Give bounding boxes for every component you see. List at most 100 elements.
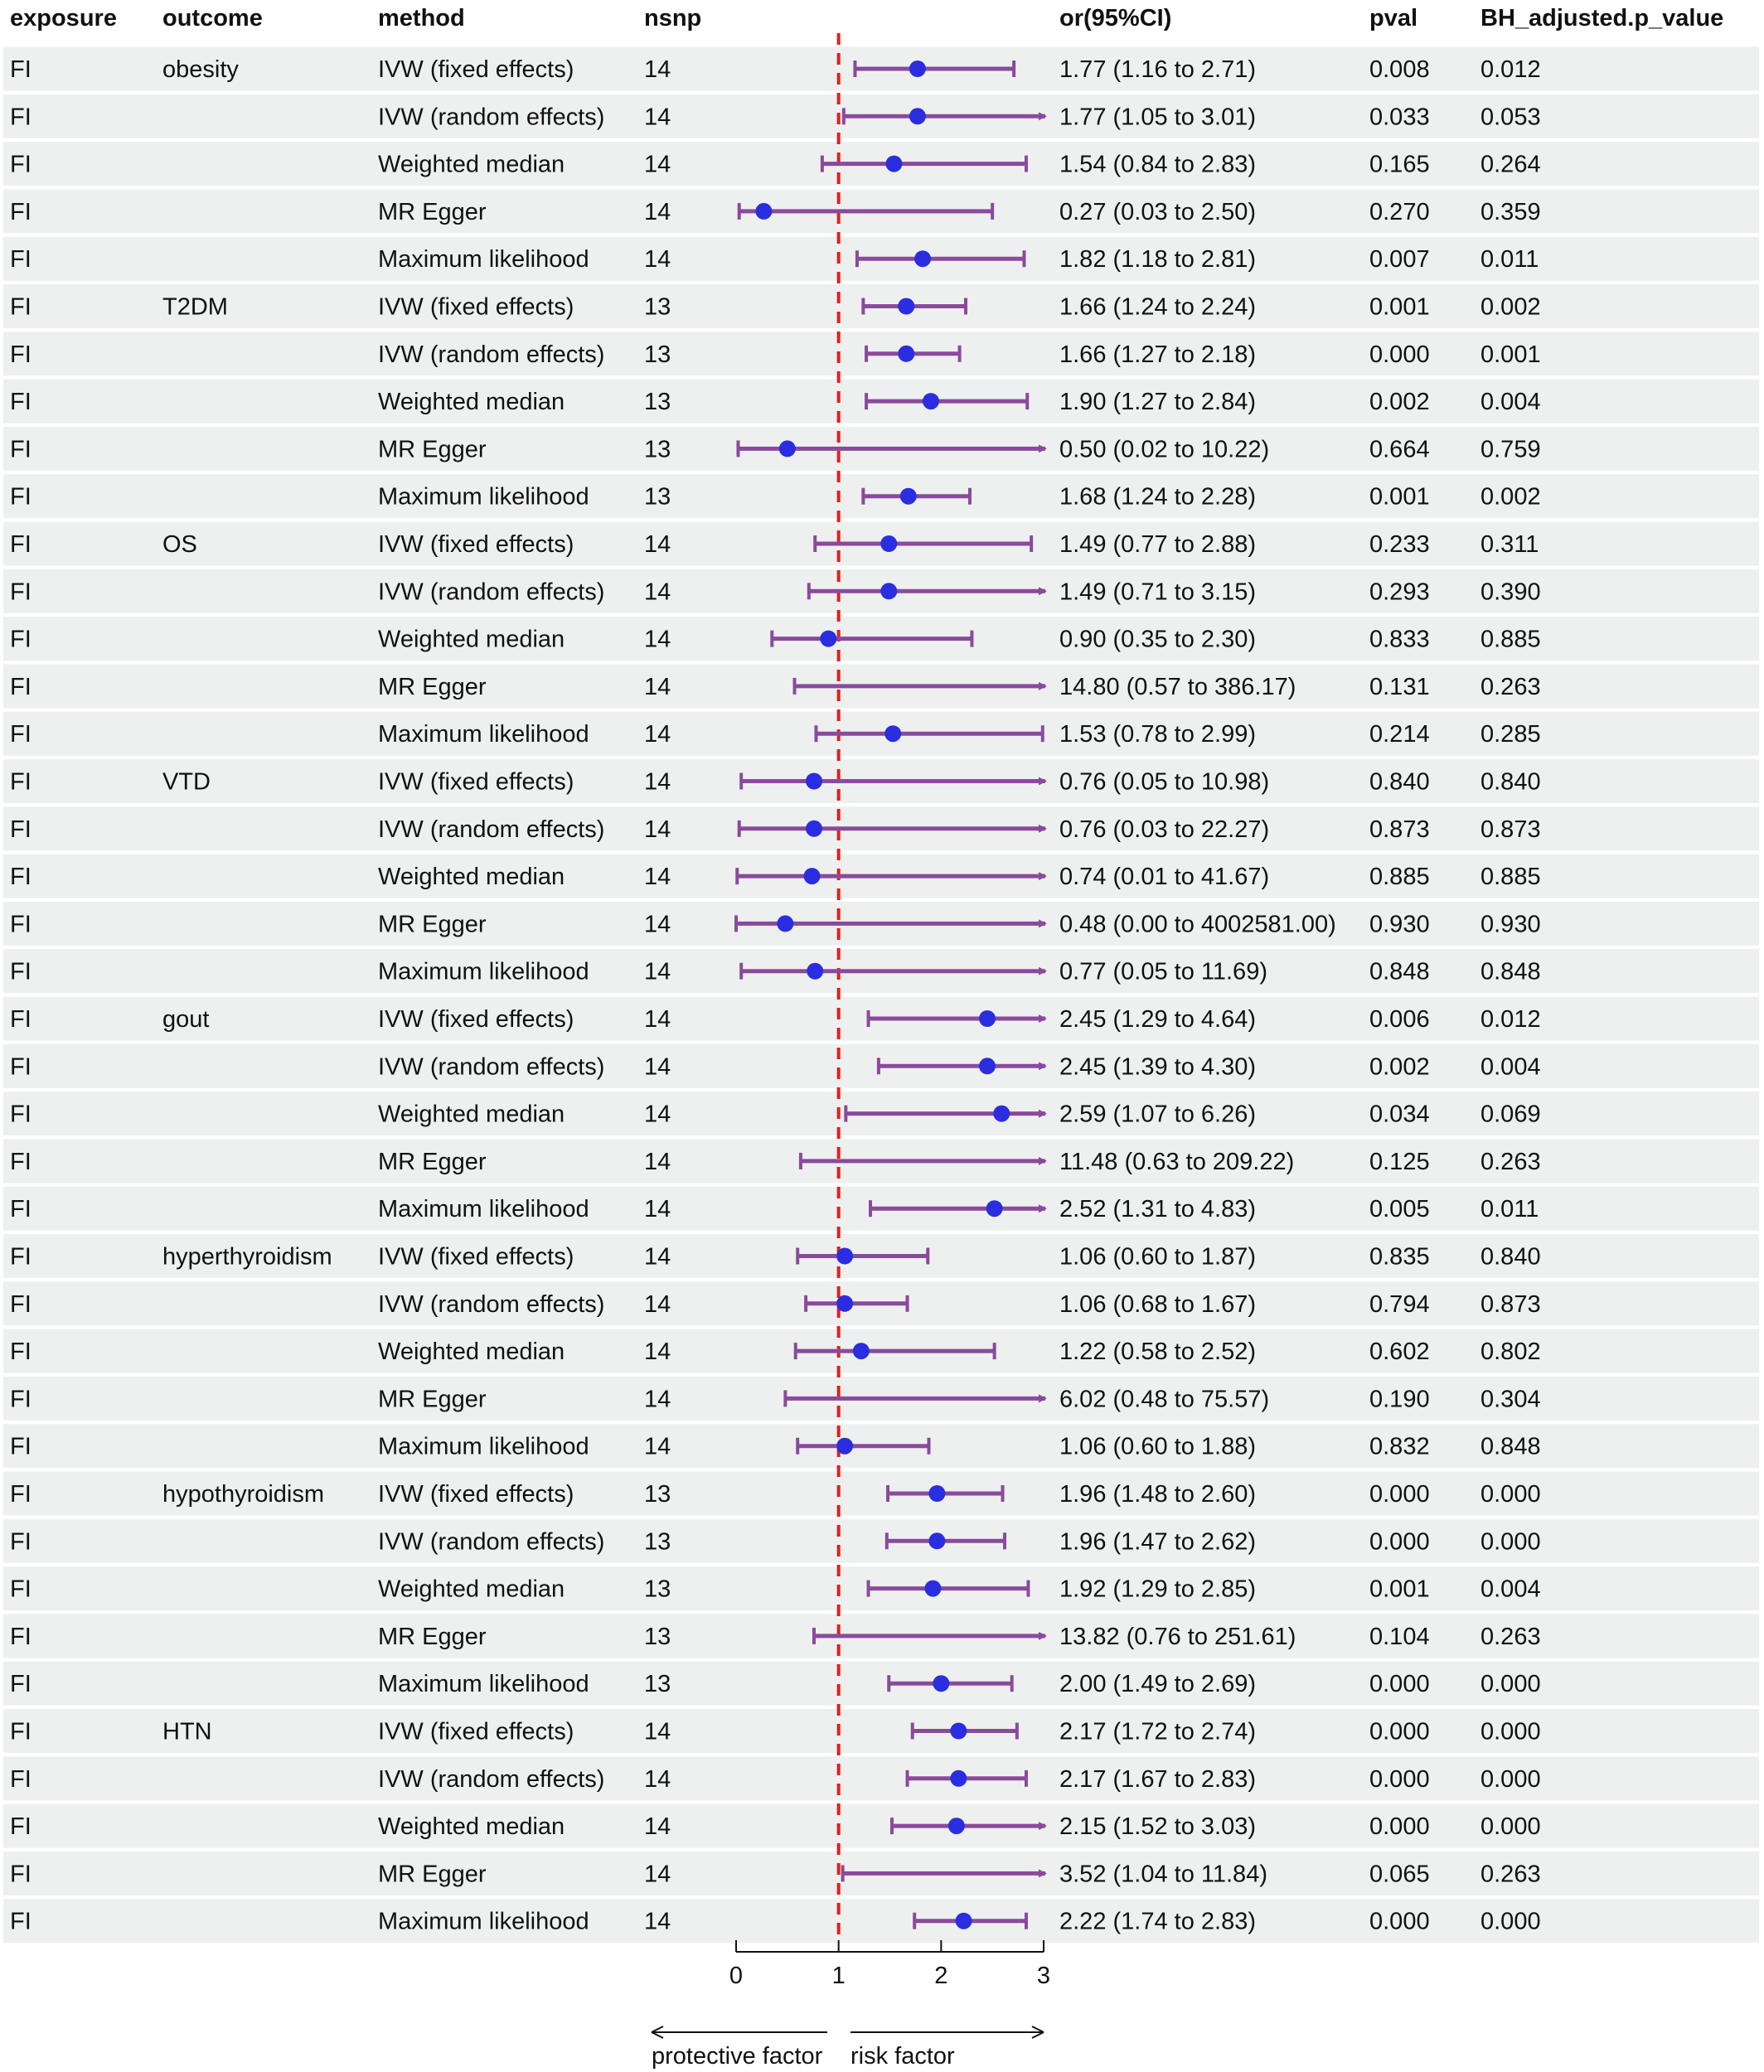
table-row bbox=[3, 1661, 1759, 1706]
point-estimate bbox=[914, 250, 932, 268]
cell-or-ci: 2.17 (1.67 to 2.83) bbox=[1059, 1766, 1256, 1793]
cell-method: IVW (random effects) bbox=[378, 579, 604, 605]
cell-method: IVW (random effects) bbox=[378, 816, 604, 843]
cell-bh-adjusted-p-value: 0.885 bbox=[1480, 864, 1541, 890]
cell-pval: 0.293 bbox=[1369, 579, 1430, 605]
header-method: method bbox=[378, 5, 465, 31]
cell-exposure: FI bbox=[10, 389, 32, 415]
cell-nsnp: 14 bbox=[644, 1813, 671, 1840]
cell-or-ci: 1.06 (0.60 to 1.87) bbox=[1059, 1244, 1256, 1271]
point-estimate bbox=[836, 1295, 854, 1312]
point-estimate bbox=[836, 1437, 854, 1455]
cell-method: IVW (random effects) bbox=[378, 1053, 604, 1080]
cell-method: IVW (fixed effects) bbox=[378, 1006, 574, 1033]
cell-bh-adjusted-p-value: 0.000 bbox=[1480, 1813, 1541, 1840]
cell-exposure: FI bbox=[10, 484, 32, 511]
point-estimate bbox=[950, 1769, 967, 1787]
cell-pval: 0.233 bbox=[1369, 531, 1430, 558]
cell-pval: 0.000 bbox=[1369, 1528, 1430, 1555]
cell-bh-adjusted-p-value: 0.759 bbox=[1480, 436, 1541, 462]
cell-outcome: OS bbox=[162, 531, 197, 558]
cell-pval: 0.214 bbox=[1369, 721, 1430, 748]
point-estimate bbox=[880, 535, 898, 552]
cell-exposure: FI bbox=[10, 1719, 32, 1745]
cell-bh-adjusted-p-value: 0.930 bbox=[1480, 911, 1541, 937]
cell-bh-adjusted-p-value: 0.012 bbox=[1480, 56, 1541, 83]
cell-nsnp: 13 bbox=[644, 436, 671, 462]
cell-method: Weighted median bbox=[378, 864, 565, 890]
cell-nsnp: 14 bbox=[644, 56, 671, 83]
cell-method: IVW (fixed effects) bbox=[378, 56, 574, 83]
point-estimate bbox=[807, 962, 824, 980]
cell-nsnp: 14 bbox=[644, 816, 671, 843]
point-estimate bbox=[880, 583, 898, 600]
cell-pval: 0.000 bbox=[1369, 1813, 1430, 1840]
cell-nsnp: 14 bbox=[644, 246, 671, 273]
point-estimate bbox=[899, 487, 917, 505]
cell-exposure: FI bbox=[10, 674, 32, 700]
cell-nsnp: 13 bbox=[644, 484, 671, 511]
table-row bbox=[3, 1471, 1759, 1516]
cell-pval: 0.840 bbox=[1369, 769, 1430, 796]
cell-exposure: FI bbox=[10, 341, 32, 368]
table-cells: FI obesity IVW (fixed effects) 14 1.77 (1.16… bbox=[10, 56, 1541, 1935]
cell-method: MR Egger bbox=[378, 911, 487, 937]
point-estimate bbox=[909, 108, 926, 125]
cell-nsnp: 13 bbox=[644, 1481, 671, 1508]
cell-or-ci: 13.82 (0.76 to 251.61) bbox=[1059, 1624, 1296, 1650]
x-axis: 0 1 2 3 bbox=[729, 1940, 1050, 1989]
cell-nsnp: 13 bbox=[644, 341, 671, 368]
header-or-ci: or(95%CI) bbox=[1059, 5, 1171, 31]
cell-nsnp: 14 bbox=[644, 769, 671, 796]
cell-bh-adjusted-p-value: 0.802 bbox=[1480, 1339, 1541, 1365]
cell-nsnp: 14 bbox=[644, 579, 671, 605]
cell-nsnp: 14 bbox=[644, 721, 671, 748]
cell-exposure: FI bbox=[10, 1339, 32, 1365]
cell-method: Maximum likelihood bbox=[378, 484, 589, 511]
point-estimate bbox=[836, 1247, 854, 1265]
header-nsnp: nsnp bbox=[644, 5, 701, 31]
cell-or-ci: 2.00 (1.49 to 2.69) bbox=[1059, 1671, 1256, 1697]
cell-nsnp: 13 bbox=[644, 294, 671, 321]
cell-bh-adjusted-p-value: 0.000 bbox=[1480, 1766, 1541, 1793]
cell-or-ci: 1.49 (0.71 to 3.15) bbox=[1059, 579, 1256, 605]
table-row bbox=[3, 1899, 1759, 1944]
cell-pval: 0.190 bbox=[1369, 1386, 1430, 1412]
cell-or-ci: 1.68 (1.24 to 2.28) bbox=[1059, 484, 1256, 511]
cell-outcome: T2DM bbox=[162, 294, 228, 321]
cell-method: Weighted median bbox=[378, 1339, 565, 1365]
cell-bh-adjusted-p-value: 0.848 bbox=[1480, 959, 1541, 985]
cell-pval: 0.833 bbox=[1369, 627, 1430, 653]
cell-pval: 0.885 bbox=[1369, 864, 1430, 890]
cell-or-ci: 1.66 (1.27 to 2.18) bbox=[1059, 341, 1256, 368]
cell-exposure: FI bbox=[10, 1386, 32, 1412]
cell-exposure: FI bbox=[10, 1196, 32, 1222]
cell-or-ci: 6.02 (0.48 to 75.57) bbox=[1059, 1386, 1269, 1412]
cell-pval: 0.001 bbox=[1369, 1576, 1430, 1603]
cell-exposure: FI bbox=[10, 531, 32, 558]
cell-nsnp: 13 bbox=[644, 1576, 671, 1603]
cell-method: IVW (random effects) bbox=[378, 1528, 604, 1555]
cell-pval: 0.000 bbox=[1369, 1909, 1430, 1935]
cell-outcome: VTD bbox=[162, 769, 211, 796]
cell-exposure: FI bbox=[10, 1813, 32, 1840]
cell-exposure: FI bbox=[10, 1481, 32, 1508]
cell-pval: 0.835 bbox=[1369, 1244, 1430, 1271]
cell-pval: 0.065 bbox=[1369, 1861, 1430, 1887]
x-tick-label: 0 bbox=[729, 1963, 743, 1989]
cell-or-ci: 0.74 (0.01 to 41.67) bbox=[1059, 864, 1269, 890]
cell-or-ci: 2.45 (1.29 to 4.64) bbox=[1059, 1006, 1256, 1033]
cell-method: IVW (fixed effects) bbox=[378, 769, 574, 796]
cell-pval: 0.033 bbox=[1369, 104, 1430, 130]
cell-bh-adjusted-p-value: 0.002 bbox=[1480, 484, 1541, 511]
cell-bh-adjusted-p-value: 0.873 bbox=[1480, 816, 1541, 843]
cell-pval: 0.034 bbox=[1369, 1101, 1430, 1128]
cell-method: Maximum likelihood bbox=[378, 1434, 589, 1460]
cell-outcome: gout bbox=[162, 1006, 209, 1033]
cell-or-ci: 0.76 (0.05 to 10.98) bbox=[1059, 769, 1269, 796]
point-estimate bbox=[898, 298, 915, 315]
cell-nsnp: 13 bbox=[644, 1528, 671, 1555]
cell-exposure: FI bbox=[10, 911, 32, 937]
cell-method: MR Egger bbox=[378, 199, 487, 225]
